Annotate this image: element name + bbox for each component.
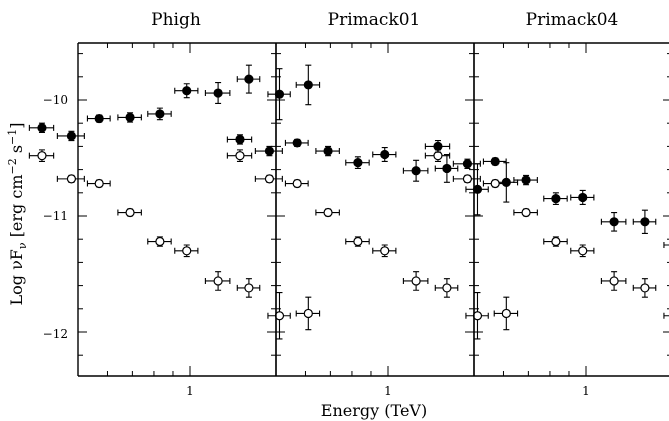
data-point-filled: [411, 166, 421, 176]
data-point-open: [501, 308, 511, 319]
data-point-filled: [182, 86, 192, 96]
data-point-open: [155, 236, 165, 247]
y-tick-label-minus12: −12: [43, 327, 68, 341]
panel-title-primack04: Primack04: [526, 10, 619, 30]
data-point-open: [551, 236, 561, 247]
data-point-open: [303, 308, 313, 319]
data-point-filled: [323, 146, 333, 156]
data-point-filled: [213, 88, 223, 98]
data-point-filled: [94, 113, 104, 124]
y-tick-label-minus11: −11: [43, 209, 68, 223]
data-point-open: [292, 178, 302, 189]
data-point-open: [490, 178, 500, 189]
data-point-open: [182, 246, 192, 256]
y-axis-title: Log νFν [erg cm−2 s−1]: [6, 123, 29, 306]
data-point-filled: [551, 194, 561, 204]
data-point-filled: [155, 109, 165, 119]
panel-phigh: [28, 42, 321, 377]
data-point-open: [235, 151, 245, 161]
data-point-open: [462, 174, 473, 184]
data-point-open: [640, 283, 650, 293]
data-point-open: [433, 151, 443, 161]
data-point-filled: [442, 163, 452, 174]
x-tick-label-panel3: 1: [582, 384, 590, 398]
data-point-filled: [433, 141, 443, 151]
data-point-open: [609, 276, 619, 286]
panel-primack04: [424, 42, 669, 377]
data-point-open: [213, 276, 223, 286]
open-point-errorbar: [663, 312, 669, 319]
data-point-filled: [380, 149, 390, 160]
data-point-filled: [292, 138, 302, 148]
data-point-filled: [244, 74, 254, 84]
panel-title-primack01: Primack01: [328, 10, 421, 30]
data-point-filled: [462, 159, 473, 169]
panel-frame: [473, 42, 669, 377]
data-point-filled: [578, 192, 588, 203]
data-point-open: [244, 283, 254, 293]
x-tick-label-panel2: 1: [384, 384, 392, 398]
data-point-open: [94, 178, 104, 189]
filled-point-errorbar: [663, 242, 669, 248]
data-point-open: [264, 174, 275, 184]
data-point-filled: [521, 175, 531, 185]
data-point-filled: [353, 158, 363, 168]
x-axis-title: Energy (TeV): [321, 401, 427, 420]
data-point-open: [411, 276, 421, 286]
data-point-filled: [303, 80, 313, 90]
data-point-open: [125, 207, 135, 218]
data-point-open: [353, 236, 363, 247]
data-point-open: [578, 246, 588, 256]
panel-title-phigh: Phigh: [151, 10, 201, 30]
panel-frame: [77, 42, 277, 377]
data-point-open: [323, 207, 333, 218]
data-point-filled: [490, 156, 500, 167]
data-point-open: [37, 151, 47, 161]
data-point-filled: [66, 131, 77, 141]
x-tick-label-panel1: 1: [186, 384, 194, 398]
data-point-open: [442, 283, 452, 293]
data-point-filled: [264, 146, 275, 156]
data-point-filled: [640, 217, 650, 227]
data-point-filled: [125, 112, 135, 123]
data-point-filled: [37, 123, 47, 133]
data-point-filled: [235, 134, 245, 145]
panel-primack01: [226, 42, 519, 377]
panel-frame: [275, 42, 475, 377]
y-tick-label-minus10: −10: [43, 93, 68, 107]
data-point-open: [66, 174, 77, 184]
data-point-filled: [609, 217, 619, 227]
data-point-open: [521, 207, 531, 218]
data-point-open: [380, 246, 390, 256]
